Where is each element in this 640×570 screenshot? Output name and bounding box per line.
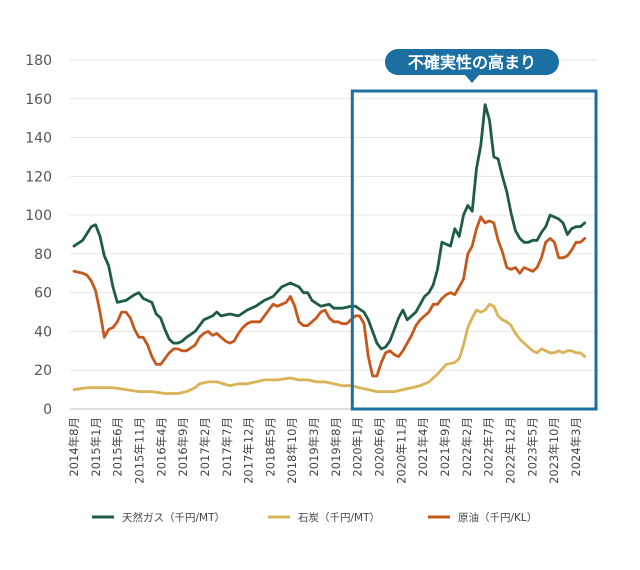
x-tick-label: 2015年6月 xyxy=(111,417,125,477)
x-tick-label: 2022年7月 xyxy=(482,417,496,477)
x-tick-label: 2021年9月 xyxy=(438,417,452,477)
y-tick-label: 60 xyxy=(34,286,52,302)
legend-label: 石炭（千円/MT） xyxy=(298,512,380,524)
series-lines xyxy=(72,103,587,395)
x-tick-label: 2023年10月 xyxy=(547,417,561,484)
annotation-pill xyxy=(385,49,559,75)
y-tick-label: 140 xyxy=(25,131,52,147)
y-tick-label: 40 xyxy=(34,324,52,340)
y-tick-label: 180 xyxy=(25,53,52,69)
y-tick-label: 80 xyxy=(34,247,52,263)
x-tick-label: 2021年4月 xyxy=(416,417,430,477)
annotation-pointer xyxy=(465,75,479,83)
y-tick-label: 120 xyxy=(25,169,52,185)
annotation-box xyxy=(350,89,598,411)
y-tick-label: 0 xyxy=(43,402,52,418)
coal-line xyxy=(72,302,587,395)
annotation-label: 不確実性の高まり xyxy=(408,53,536,72)
x-axis: 2014年8月 2015年1月 2015年6月 2015年11月 2016年4月 2016… xyxy=(67,417,583,484)
x-tick-label: 2017年12月 xyxy=(242,417,256,484)
x-tick-label: 2020年11月 xyxy=(394,417,408,484)
y-axis: 0 20 40 60 80 100 120 140 160 180 xyxy=(25,53,52,418)
x-tick-label: 2014年8月 xyxy=(67,417,81,477)
x-tick-label: 2019年3月 xyxy=(307,417,321,477)
x-tick-label: 2019年8月 xyxy=(329,417,343,477)
natural-gas-line xyxy=(72,103,587,351)
x-tick-label: 2017年7月 xyxy=(220,417,234,477)
x-tick-label: 2022年2月 xyxy=(460,417,474,477)
x-tick-label: 2015年11月 xyxy=(132,417,146,484)
crude-oil-line xyxy=(72,215,587,378)
y-tick-label: 20 xyxy=(34,363,52,379)
x-tick-label: 2023年5月 xyxy=(525,417,539,477)
uncertainty-annotation: 不確実性の高まり xyxy=(350,49,598,411)
x-tick-label: 2020年1月 xyxy=(351,417,365,477)
legend: 天然ガス（千円/MT） 石炭（千円/MT） 原油（千円/KL） xyxy=(92,511,537,524)
x-tick-label: 2017年2月 xyxy=(198,417,212,477)
x-tick-label: 2016年4月 xyxy=(154,417,168,477)
x-tick-label: 2020年6月 xyxy=(373,417,387,477)
x-tick-label: 2016年9月 xyxy=(176,417,190,477)
x-tick-label: 2024年3月 xyxy=(569,417,583,477)
y-tick-label: 100 xyxy=(25,208,52,224)
legend-label: 原油（千円/KL） xyxy=(458,511,537,524)
x-tick-label: 2018年5月 xyxy=(263,417,277,477)
x-tick-label: 2018年10月 xyxy=(285,417,299,484)
x-tick-label: 2022年12月 xyxy=(503,417,517,484)
y-tick-label: 160 xyxy=(25,92,52,108)
legend-label: 天然ガス（千円/MT） xyxy=(122,511,225,524)
x-tick-label: 2015年1月 xyxy=(89,417,103,477)
